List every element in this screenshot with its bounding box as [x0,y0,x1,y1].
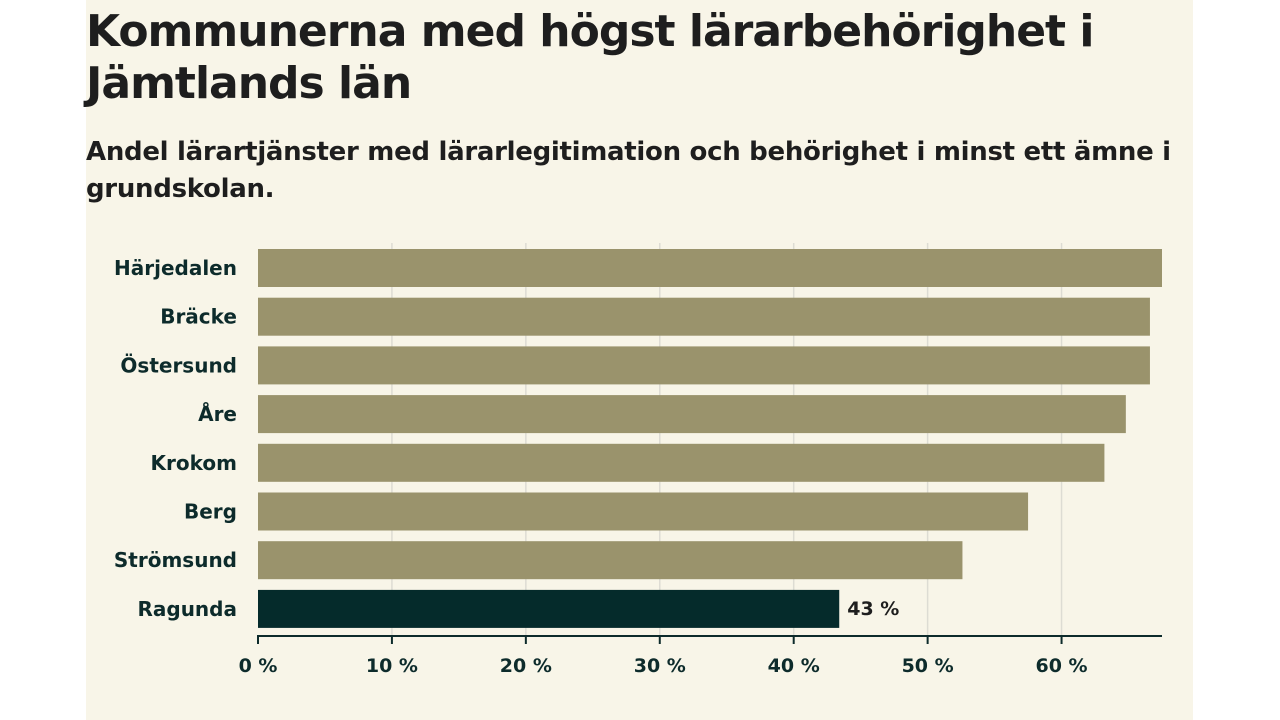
category-label-are: Åre [198,402,237,426]
category-label-ostersund: Östersund [120,353,237,377]
labels: Härjedalen Bräcke Östersund Åre Krokom Berg St… [114,256,899,621]
x-axis: 0 % 10 % 20 % 30 % 40 % 50 % 60 % [239,635,1162,677]
category-label-berg: Berg [184,500,237,524]
category-label-ragunda: Ragunda [137,597,237,621]
category-label-harjedalen: Härjedalen [114,256,237,280]
bar-ragunda [258,589,840,628]
bar-bracke [258,297,1150,336]
x-tick-label-20: 20 % [500,655,552,677]
x-tick-label-0: 0 % [239,655,278,677]
category-label-stromsund: Strömsund [114,548,237,572]
bar-harjedalen [258,249,1162,287]
x-tick-label-10: 10 % [366,655,418,677]
x-tick-label-60: 60 % [1036,655,1088,677]
category-label-bracke: Bräcke [160,305,237,329]
bar-berg [258,492,1029,531]
bar-stromsund [258,541,963,580]
bar-are [258,395,1126,434]
x-tick-label-50: 50 % [902,655,954,677]
bar-krokom [258,443,1105,482]
chart-subtitle: Andel lärartjänster med lärarlegitimatio… [86,137,1171,204]
bars [258,249,1162,628]
chart-title: Kommunerna med högst lärarbehörighet i J… [86,6,1095,109]
category-label-krokom: Krokom [151,451,237,475]
x-tick-label-40: 40 % [768,655,820,677]
data-label-ragunda: 43 % [847,598,899,620]
bar-ostersund [258,346,1150,385]
x-tick-label-30: 30 % [634,655,686,677]
